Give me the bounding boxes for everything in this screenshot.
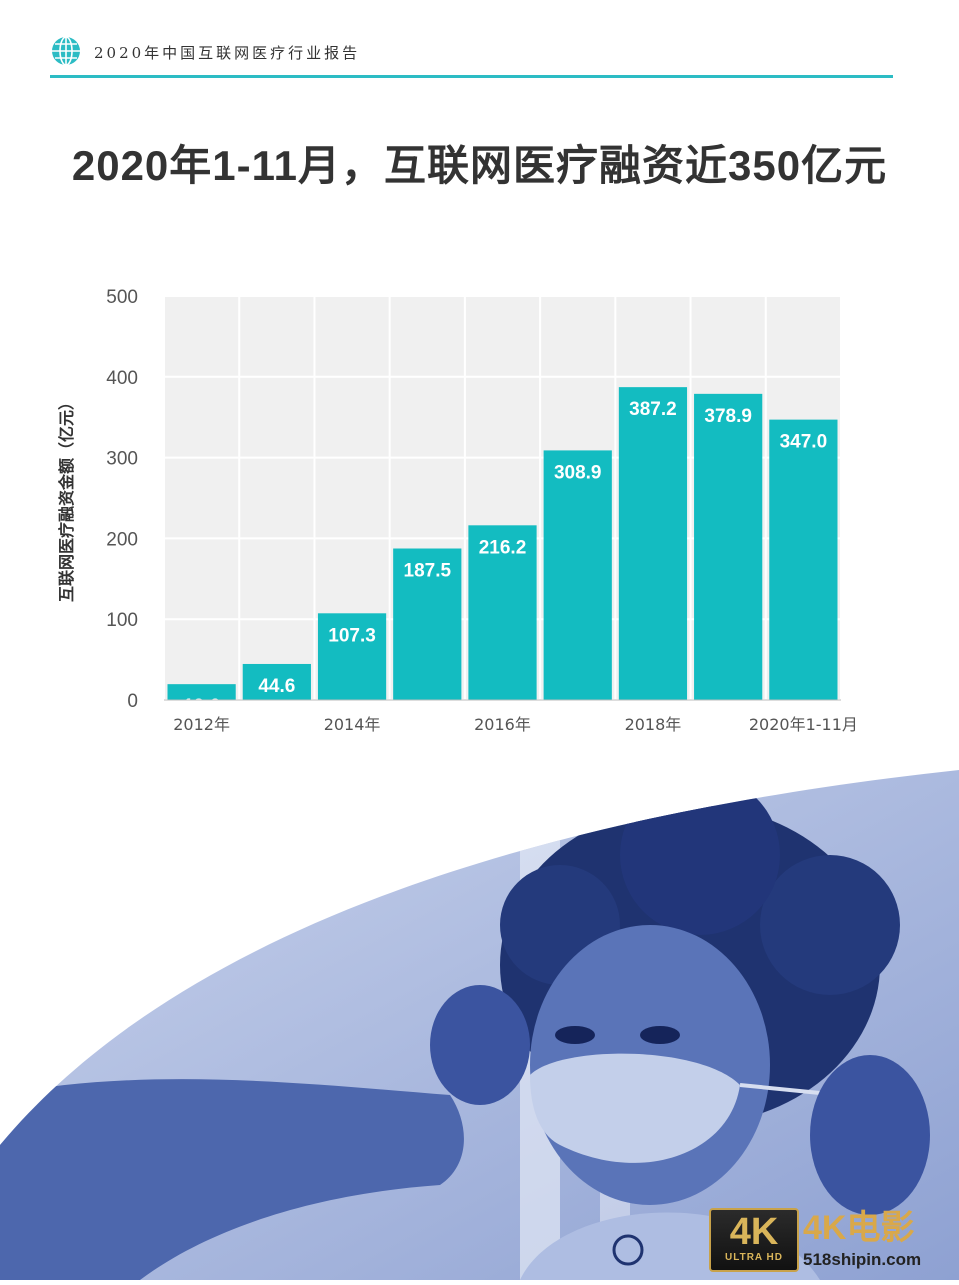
photo-masked-child	[0, 765, 959, 1280]
bar	[167, 684, 236, 700]
bar	[694, 393, 763, 700]
watermark: 4K ULTRA HD 4K电影 518shipin.com	[709, 1208, 941, 1272]
y-tick-label: 500	[106, 287, 138, 308]
y-axis-label: 互联网医疗融资金额（亿元）	[57, 394, 76, 602]
y-tick-label: 100	[106, 610, 138, 631]
watermark-badge-sub: ULTRA HD	[725, 1252, 783, 1263]
bar	[393, 548, 462, 700]
bar-data-label: 187.5	[404, 561, 452, 582]
page-title: 2020年1-11月，互联网医疗融资近350亿元	[71, 142, 888, 189]
bar-data-label: 378.9	[704, 406, 752, 427]
bar	[468, 525, 537, 700]
bar-data-label: 19.6	[183, 696, 220, 717]
watermark-badge: 4K ULTRA HD	[709, 1208, 799, 1272]
report-header: 2020年中国互联网医疗行业报告	[50, 34, 893, 80]
bar	[317, 613, 387, 700]
bar	[618, 387, 688, 700]
bar	[769, 419, 838, 700]
y-tick-label: 300	[106, 449, 138, 470]
bar-data-label: 308.9	[554, 462, 602, 483]
x-tick-label: 2014年	[324, 715, 381, 734]
bar-data-label: 107.3	[328, 625, 376, 646]
watermark-url: 518shipin.com	[803, 1250, 922, 1269]
bar	[242, 663, 311, 700]
funding-bar-chart: 0 100 200 300 400 500 19.6 44.6 107.3 187.5 216.2 3…	[57, 287, 858, 734]
y-tick-label: 0	[127, 691, 138, 712]
bar-data-label: 387.2	[629, 399, 677, 420]
y-tick-label: 400	[106, 368, 138, 389]
globe-icon	[52, 36, 80, 66]
bar-data-label: 216.2	[479, 537, 527, 558]
report-header-title: 2020年中国互联网医疗行业报告	[94, 44, 361, 62]
x-tick-label: 2016年	[474, 715, 531, 734]
x-tick-label: 2012年	[173, 715, 230, 734]
bar	[543, 450, 612, 700]
x-tick-label: 2018年	[625, 715, 682, 734]
y-tick-label: 200	[106, 529, 138, 550]
bar-data-label: 44.6	[258, 676, 295, 697]
header-divider	[50, 75, 893, 78]
masked-child-photo	[0, 770, 959, 1280]
x-tick-label: 2020年1-11月	[749, 715, 858, 734]
watermark-badge-main: 4K	[729, 1211, 779, 1253]
watermark-brand: 4K电影	[803, 1209, 915, 1247]
bar-data-label: 347.0	[780, 432, 828, 453]
